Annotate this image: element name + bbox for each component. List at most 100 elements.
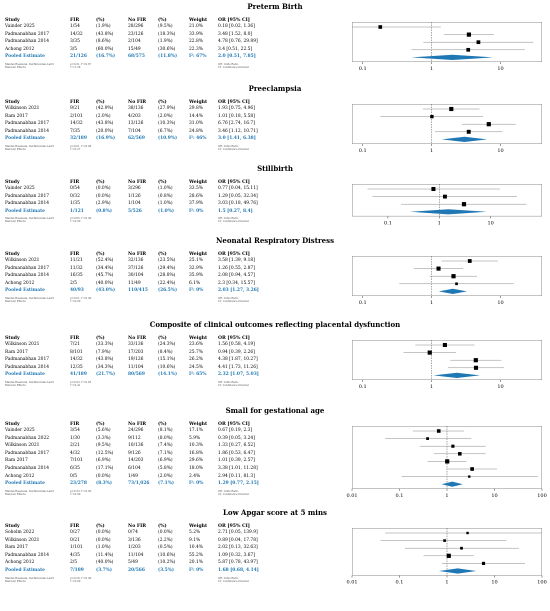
study-nofir: 1/104 bbox=[128, 201, 141, 207]
study-nofir: 6/104 bbox=[128, 466, 141, 471]
column-header: FIR bbox=[70, 252, 80, 257]
study-nofir: 5/49 bbox=[128, 560, 138, 566]
x-axis-tick-label: 1 bbox=[430, 384, 433, 390]
study-fir: 2/21 bbox=[70, 443, 80, 449]
pooled-estimate-diamond bbox=[438, 288, 467, 294]
study-weight: 33.5% bbox=[189, 186, 203, 191]
study-nofir: 9/126 bbox=[128, 450, 141, 456]
study-weight: 22.3% bbox=[189, 46, 203, 52]
column-header: Weight bbox=[189, 252, 208, 257]
column-header: (%) bbox=[158, 422, 167, 427]
x-axis-tick-label: 1 bbox=[430, 300, 433, 306]
pooled-nofir: 62/569 bbox=[128, 136, 145, 142]
study-fir: 14/32 bbox=[70, 31, 83, 37]
study-study: Ram 2017 bbox=[5, 113, 28, 119]
study-or-text: 3.58 [1.39, 9.18] bbox=[218, 258, 255, 263]
study-or-text: 0.77 [0.04, 15.11] bbox=[218, 186, 258, 191]
column-header: (%) bbox=[158, 18, 167, 23]
study-nofir-pct: (30.6%) bbox=[158, 46, 176, 52]
study-fir: 12/35 bbox=[70, 364, 83, 370]
study-or-text: 3.03 [0.18, 49.76] bbox=[218, 201, 258, 207]
column-header: No FIR bbox=[128, 336, 147, 341]
pooled-nofir-pct: (7.1%) bbox=[158, 481, 174, 487]
footnote-method: Mantel-Haenszel, DerSimonian-Laird Rando… bbox=[5, 63, 54, 69]
study-fir-pct: (1.9%) bbox=[96, 24, 111, 29]
pooled-estimate-diamond bbox=[411, 54, 494, 60]
study-fir: 11/21 bbox=[70, 258, 83, 263]
pooled-study: Pooled Estimate bbox=[5, 136, 45, 142]
study-or-text: 1.29 [0.05, 32.34] bbox=[218, 193, 258, 199]
plot-frame bbox=[352, 256, 542, 296]
column-header: Weight bbox=[189, 422, 208, 427]
study-or-text: 0.67 [0.19, 2.3] bbox=[218, 428, 253, 433]
forest-plot-area: 0.01 0.1 1 10 100 bbox=[346, 426, 547, 499]
study-nofir-pct: (0.0%) bbox=[158, 530, 173, 535]
study-nofir: 7/104 bbox=[128, 128, 141, 134]
footnote-abbrev: OR: Odds Ratio CI: Confidence Interval bbox=[218, 576, 249, 583]
x-axis-tick-label: 10 bbox=[497, 300, 503, 306]
pooled-or-text: 1.68 [0.68, 4.14] bbox=[218, 568, 259, 573]
study-fir: 0/27 bbox=[70, 530, 80, 535]
x-axis-tick-label: 1 bbox=[430, 148, 433, 154]
study-fir: 14/32 bbox=[70, 121, 83, 127]
study-nofir: 38/136 bbox=[128, 106, 144, 111]
study-fir-pct: (43.8%) bbox=[96, 31, 114, 37]
column-header: Study bbox=[5, 524, 20, 529]
study-nofir: 37/126 bbox=[128, 265, 144, 271]
x-axis-tick-label: 10 bbox=[497, 66, 503, 72]
study-fir-pct: (0.0%) bbox=[96, 186, 111, 191]
study-fir: 2/5 bbox=[70, 560, 78, 566]
study-weight: 37.9% bbox=[189, 201, 203, 207]
point-estimate-marker bbox=[468, 475, 471, 478]
study-study: Padmanabhan 2022 bbox=[5, 435, 50, 441]
study-fir-pct: (1.0%) bbox=[96, 545, 111, 551]
x-axis-tick-label: 0.01 bbox=[346, 493, 357, 499]
column-header: FIR bbox=[70, 180, 80, 185]
study-fir-pct: (0.0%) bbox=[96, 537, 111, 543]
study-weight: 14.4% bbox=[189, 113, 203, 119]
column-header: Study bbox=[5, 336, 20, 341]
plot-frame bbox=[352, 22, 542, 62]
point-estimate-marker bbox=[445, 459, 450, 464]
pooled-or-text: 1.5 [0.27, 8.4] bbox=[218, 208, 253, 214]
column-header: Study bbox=[5, 180, 20, 185]
study-fir-pct: (0.0%) bbox=[96, 193, 111, 199]
study-weight: 10.3% bbox=[189, 443, 203, 449]
study-weight: 22.8% bbox=[189, 39, 203, 45]
study-weight: 24.8% bbox=[189, 128, 203, 134]
study-or-text: 1.01 [0.18, 5.58] bbox=[218, 113, 255, 119]
study-fir: 7/35 bbox=[70, 128, 80, 134]
study-nofir-pct: (9.5%) bbox=[158, 24, 173, 29]
point-estimate-marker bbox=[446, 553, 451, 558]
column-header: Study bbox=[5, 422, 20, 427]
pooled-study: Pooled Estimate bbox=[5, 481, 45, 487]
x-axis-tick-label: 0.1 bbox=[384, 220, 392, 226]
forest-plot-area: 0.1 1 10 bbox=[352, 256, 542, 306]
study-fir: 7/21 bbox=[70, 342, 80, 347]
study-weight: 28.6% bbox=[189, 193, 203, 199]
footnote-stats: p=0.03, I²=0.65 τ²=0.41 bbox=[70, 381, 92, 387]
x-axis-tick-label: 1 bbox=[445, 493, 448, 499]
forest-plot-area: 0.1 1 10 bbox=[352, 22, 542, 72]
study-or-text: 2.3 [0.34, 15.57] bbox=[218, 280, 255, 286]
pooled-or-text: 2.0 [0.51, 7.85] bbox=[218, 54, 256, 60]
study-nofir: 11/104 bbox=[128, 364, 144, 370]
footnote-stats: p=0.33, I²=0.00 τ²=0.00 bbox=[70, 489, 92, 496]
study-fir: 0/5 bbox=[70, 473, 78, 479]
pooled-nofir-pct: (10.9%) bbox=[158, 136, 178, 142]
column-header: OR [95% CI] bbox=[218, 422, 250, 427]
point-estimate-marker bbox=[443, 539, 446, 542]
study-fir-pct: (17.1%) bbox=[96, 466, 114, 471]
study-nofir: 14/203 bbox=[128, 458, 144, 464]
pooled-or-text: 2.32 [1.07, 5.03] bbox=[218, 372, 259, 378]
point-estimate-marker bbox=[470, 467, 474, 471]
study-study: Achong 2012 bbox=[5, 560, 35, 566]
panel-title: Low Apgar score at 5 mins bbox=[223, 508, 327, 517]
study-nofir: 3/136 bbox=[128, 537, 141, 543]
x-axis-tick-label: 100 bbox=[537, 580, 547, 586]
study-nofir: 11/49 bbox=[128, 280, 141, 286]
panel-title: Neonatal Respiratory Distress bbox=[215, 236, 335, 245]
study-study: Padmanabhan 2014 bbox=[5, 466, 50, 471]
column-header: FIR bbox=[70, 524, 80, 529]
study-fir-pct: (20.0%) bbox=[96, 128, 114, 134]
